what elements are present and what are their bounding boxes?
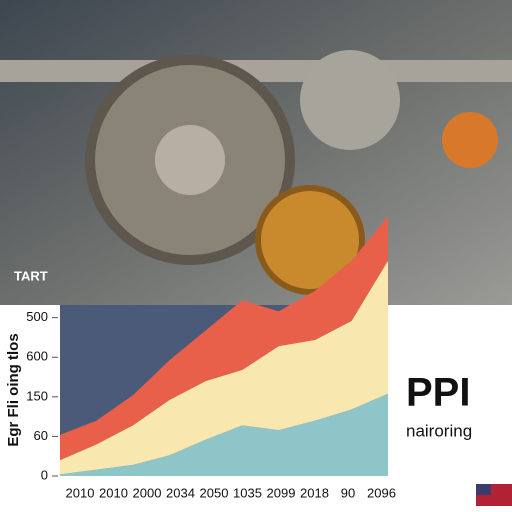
y-tick-label: 150 (26, 388, 48, 403)
x-tick-label: 1035 (233, 485, 262, 500)
gear (255, 185, 365, 295)
y-axis-label: Egr Fli oing tlos (5, 333, 22, 446)
x-tick-label: 2018 (300, 485, 329, 500)
gear-hub (155, 125, 225, 195)
x-tick-label: 90 (341, 485, 355, 500)
y-tick-label: 600 (26, 349, 48, 364)
area (60, 260, 388, 475)
y-tick-label: 0 (41, 467, 48, 482)
chart-title: PPI (406, 371, 470, 415)
x-tick-label: 2010 (99, 485, 128, 500)
x-tick-label: 2096 (367, 485, 396, 500)
chart-subtitle: nairoring (406, 421, 472, 440)
gear (300, 50, 400, 150)
x-tick-label: 2034 (166, 485, 195, 500)
x-tick-label: 2000 (133, 485, 162, 500)
x-tick-label: 2099 (267, 485, 296, 500)
x-tick-label: 2010 (66, 485, 95, 500)
y-tick-label: 60 (34, 428, 48, 443)
x-tick-label: 2050 (200, 485, 229, 500)
y-tick-label: 500 (26, 309, 48, 324)
flag-canton (476, 484, 491, 495)
area (60, 393, 388, 476)
gear (442, 112, 498, 168)
chart-label: TART (14, 268, 48, 283)
area (60, 216, 388, 461)
